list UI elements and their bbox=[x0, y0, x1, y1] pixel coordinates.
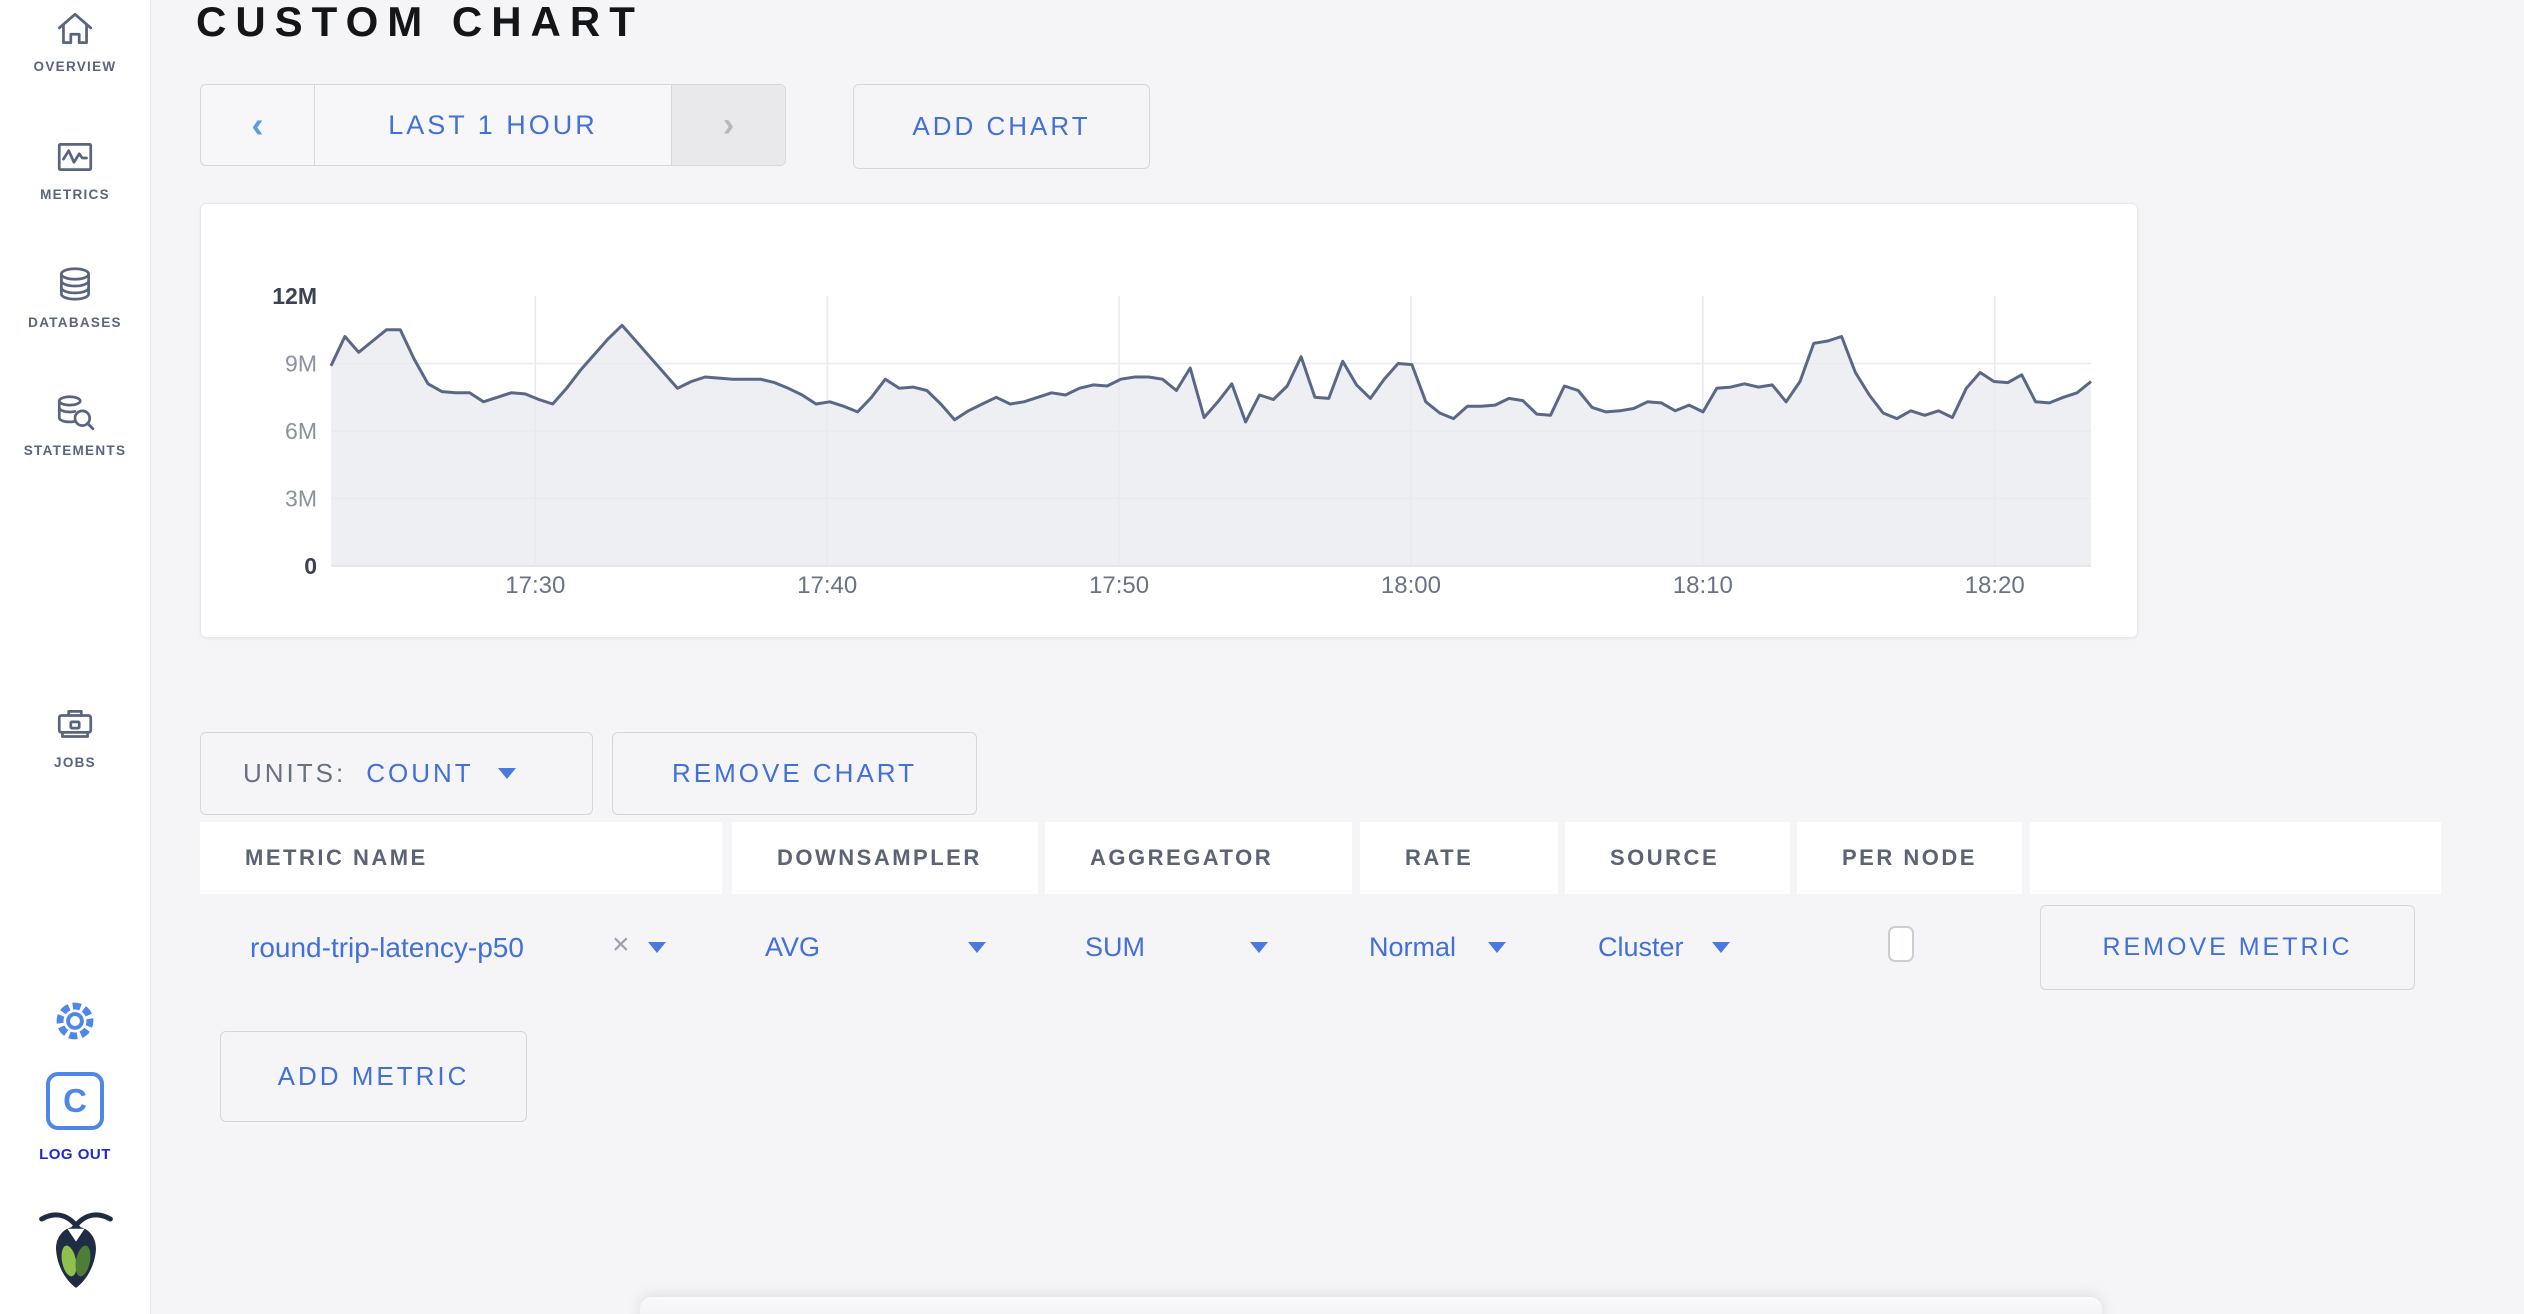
units-value: COUNT bbox=[366, 758, 474, 788]
dropdown-caret-icon[interactable] bbox=[1488, 942, 1506, 953]
dropdown-caret-icon[interactable] bbox=[1250, 942, 1268, 953]
x-tick-label: 17:40 bbox=[797, 572, 857, 599]
col-header-rate: RATE bbox=[1360, 822, 1558, 894]
sidebar-item-databases[interactable]: DATABASES bbox=[0, 264, 150, 330]
chevron-down-icon bbox=[497, 768, 516, 779]
metrics-icon bbox=[57, 143, 93, 171]
metric-name-dropdown[interactable]: round-trip-latency-p50 bbox=[250, 932, 524, 963]
per-node-checkbox[interactable] bbox=[1888, 926, 1914, 962]
sidebar-item-label: METRICS bbox=[40, 187, 110, 202]
x-tick-label: 18:10 bbox=[1673, 572, 1733, 599]
x-tick-label: 18:00 bbox=[1381, 572, 1441, 599]
sidebar-item-jobs[interactable]: JOBS bbox=[0, 704, 150, 770]
add-metric-button[interactable]: ADD METRIC bbox=[220, 1031, 527, 1122]
units-caption: UNITS: bbox=[243, 758, 347, 788]
briefcase-icon bbox=[57, 709, 93, 738]
series-line bbox=[329, 323, 2092, 424]
statements-icon bbox=[57, 395, 95, 431]
aggregator-dropdown[interactable]: SUM bbox=[1085, 932, 1145, 962]
col-header-blank bbox=[2030, 822, 2441, 894]
x-tick-label: 17:50 bbox=[1089, 572, 1149, 599]
remove-chart-button[interactable]: REMOVE CHART bbox=[612, 732, 977, 815]
clear-metric-icon[interactable]: × bbox=[612, 928, 630, 961]
timescale-dropdown[interactable]: LAST 1 HOUR bbox=[314, 85, 671, 165]
logout-button[interactable]: LOG OUT bbox=[39, 1146, 111, 1163]
cockroach-bug-logo bbox=[30, 1204, 122, 1295]
custom-chart-canvas[interactable]: 17:30 17:40 17:50 18:00 18:10 18:20 0 3M 6M 9M 12M bbox=[201, 204, 2139, 639]
add-chart-button[interactable]: ADD CHART bbox=[853, 84, 1150, 169]
chevron-left-icon: ‹ bbox=[251, 104, 264, 145]
chevron-right-icon: › bbox=[722, 105, 735, 144]
sidebar-item-label: OVERVIEW bbox=[33, 59, 117, 74]
sidebar-item-metrics[interactable]: METRICS bbox=[0, 136, 150, 202]
col-header-downsampler: DOWNSAMPLER bbox=[732, 822, 1038, 894]
sidebar-item-label: STATEMENTS bbox=[23, 443, 127, 458]
main-content: CUSTOM CHART ‹ LAST 1 HOUR › ADD CHART 1… bbox=[151, 0, 2524, 1314]
cockroach-c-logo[interactable]: C bbox=[46, 1072, 104, 1130]
page-title: CUSTOM CHART bbox=[196, 0, 644, 45]
sidebar: OVERVIEW METRICS DATABASES bbox=[0, 0, 151, 1314]
y-tick-label: 12M bbox=[272, 283, 317, 309]
remove-metric-button[interactable]: REMOVE METRIC bbox=[2040, 905, 2415, 990]
home-icon bbox=[57, 12, 93, 45]
col-header-per-node: PER NODE bbox=[1797, 822, 2022, 894]
timescale-next-button[interactable]: › bbox=[671, 85, 785, 165]
timescale-prev-button[interactable]: ‹ bbox=[201, 85, 314, 165]
col-header-metric-name: METRIC NAME bbox=[200, 822, 722, 894]
sidebar-item-label: DATABASES bbox=[28, 315, 122, 330]
y-tick-label: 0 bbox=[304, 553, 317, 579]
c-logo-letter: C bbox=[63, 1082, 87, 1119]
sidebar-item-label: JOBS bbox=[54, 755, 96, 770]
x-tick-label: 17:30 bbox=[505, 572, 565, 599]
dropdown-caret-icon[interactable] bbox=[648, 942, 666, 953]
source-dropdown[interactable]: Cluster bbox=[1598, 932, 1684, 962]
sidebar-item-overview[interactable]: OVERVIEW bbox=[0, 8, 150, 74]
x-tick-label: 18:20 bbox=[1965, 572, 2025, 599]
y-tick-label: 9M bbox=[285, 351, 317, 377]
dropdown-caret-icon[interactable] bbox=[968, 942, 986, 953]
col-header-source: SOURCE bbox=[1565, 822, 1790, 894]
sidebar-item-statements[interactable]: STATEMENTS bbox=[0, 392, 150, 458]
rate-dropdown[interactable]: Normal bbox=[1369, 932, 1457, 962]
next-card-edge bbox=[640, 1297, 2102, 1314]
y-tick-label: 6M bbox=[285, 418, 317, 444]
gear-icon bbox=[56, 1002, 94, 1040]
downsampler-dropdown[interactable]: AVG bbox=[765, 932, 821, 962]
timescale-selector: ‹ LAST 1 HOUR › bbox=[200, 84, 786, 166]
y-tick-label: 3M bbox=[285, 486, 317, 512]
dropdown-caret-icon[interactable] bbox=[1712, 942, 1730, 953]
chart-card: 17:30 17:40 17:50 18:00 18:10 18:20 0 3M 6M 9M 12M bbox=[200, 203, 2138, 638]
area-fill bbox=[331, 325, 2091, 566]
col-header-aggregator: AGGREGATOR bbox=[1045, 822, 1352, 894]
units-dropdown[interactable]: UNITS: COUNT bbox=[200, 732, 593, 815]
database-icon bbox=[59, 267, 91, 301]
settings-button[interactable] bbox=[52, 998, 98, 1049]
